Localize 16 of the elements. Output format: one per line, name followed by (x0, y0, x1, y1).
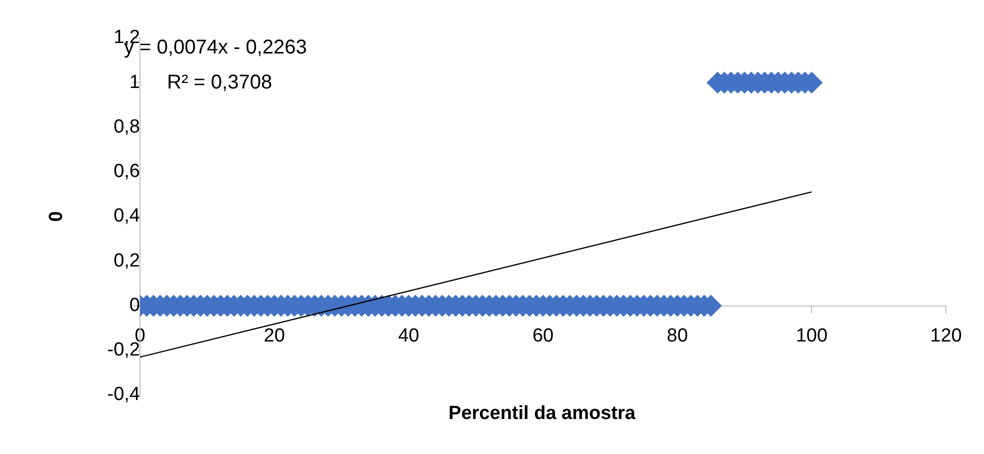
y-tick-label: 0,4 (114, 206, 140, 227)
x-tick-label: 120 (930, 325, 962, 346)
x-tick-label: 60 (532, 325, 554, 346)
x-tick-label: 40 (398, 325, 420, 346)
y-tick-label: 0,6 (114, 161, 140, 182)
y-tick-label: 0,8 (114, 116, 140, 138)
y-tick-label: -0,4 (107, 384, 140, 406)
x-tick-label: 20 (264, 325, 285, 346)
y-tick-label: 0,2 (114, 250, 140, 272)
annotation: R² = 0,3708 (167, 72, 272, 94)
x-tick-label: 80 (666, 325, 688, 346)
y-axis-title: 0 (46, 211, 68, 222)
x-axis-title: Percentil da amostra (448, 403, 636, 424)
y-tick-label: 1 (129, 72, 140, 93)
x-tick-label: 100 (796, 325, 828, 346)
y-tick-label: 0 (129, 294, 140, 316)
